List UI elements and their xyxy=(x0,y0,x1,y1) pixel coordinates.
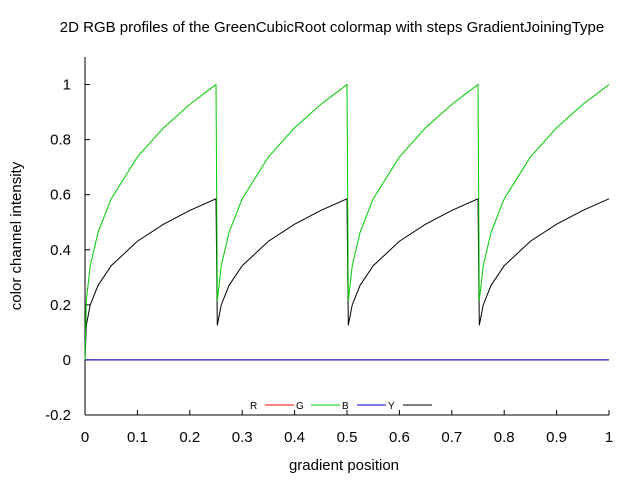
x-tick-label: 0.7 xyxy=(441,429,462,446)
x-tick-label: 0 xyxy=(81,429,89,446)
chart-title: 2D RGB profiles of the GreenCubicRoot co… xyxy=(60,19,604,36)
x-tick-label: 1 xyxy=(605,429,613,446)
x-tick-label: 0.6 xyxy=(389,429,410,446)
x-tick-label: 0.4 xyxy=(284,429,305,446)
x-tick-label: 0.1 xyxy=(127,429,148,446)
y-tick-label: 0.6 xyxy=(50,187,71,204)
x-tick-label: 0.2 xyxy=(179,429,200,446)
series-line-g xyxy=(84,83,610,360)
y-ticks: -0.2 0 0.2 0.4 0.6 0.8 1 xyxy=(45,77,90,424)
y-tick-label: 0.2 xyxy=(50,297,71,314)
y-tick-label: -0.2 xyxy=(45,407,71,424)
legend-label-y: Y xyxy=(388,401,395,412)
series-layer xyxy=(84,83,610,361)
x-tick-label: 0.8 xyxy=(494,429,515,446)
y-tick-label: 0 xyxy=(63,352,71,369)
x-ticks: 0 0.1 0.2 0.3 0.4 0.5 0.6 0.7 0.8 0.9 1 xyxy=(81,410,613,446)
x-axis-label: gradient position xyxy=(289,457,399,474)
legend-label-b: B xyxy=(342,401,349,412)
y-axis-label: color channel intensity xyxy=(8,161,25,310)
series-line-y xyxy=(84,198,610,360)
y-tick-label: 1 xyxy=(63,77,71,94)
legend-label-g: G xyxy=(296,401,304,412)
legend-label-r: R xyxy=(250,401,257,412)
y-tick-label: 0.8 xyxy=(50,132,71,149)
x-tick-label: 0.5 xyxy=(337,429,358,446)
y-tick-label: 0.4 xyxy=(50,242,71,259)
x-tick-label: 0.3 xyxy=(232,429,253,446)
x-tick-label: 0.9 xyxy=(546,429,567,446)
